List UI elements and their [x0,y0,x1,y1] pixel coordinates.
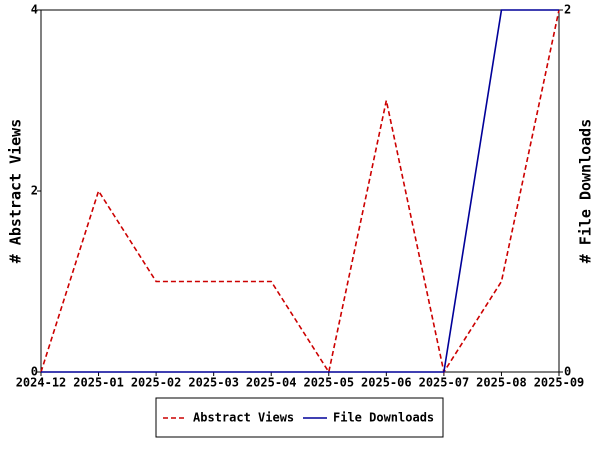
y-tick-label: 2 [31,184,38,198]
y-axis-label: # Abstract Views [7,119,25,264]
x-tick-label: 2024-12 [16,376,67,390]
legend-label: File Downloads [333,411,434,425]
x-tick-label: 2025-05 [303,376,354,390]
legend-label: Abstract Views [193,411,294,425]
x-tick-label: 2025-07 [419,376,470,390]
y-tick-label: 0 [31,365,38,379]
y2-axis-label: # File Downloads [577,119,595,264]
series-line [41,9,559,373]
x-tick-label: 2025-03 [188,376,239,390]
y2-tick-label: 0 [564,365,571,379]
x-tick-label: 2025-08 [476,376,527,390]
y-tick-label: 4 [31,3,38,17]
legend [155,397,444,438]
plot-frame [40,9,560,373]
y2-tick-label: 2 [564,3,571,17]
x-tick-label: 2025-06 [361,376,412,390]
x-tick-label: 2025-04 [246,376,297,390]
x-tick-label: 2025-02 [131,376,182,390]
x-tick-label: 2025-01 [73,376,124,390]
x-tick-label: 2025-09 [534,376,585,390]
series-line [40,9,560,375]
